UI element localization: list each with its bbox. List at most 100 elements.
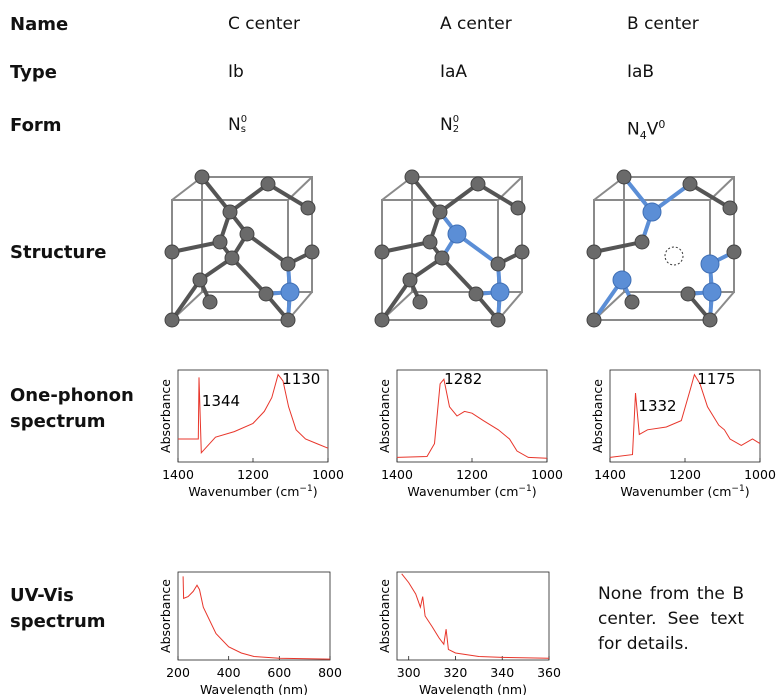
row-label: Name [10,14,69,35]
atom [404,169,420,185]
atom [490,282,510,302]
row-label: UV-Vis spectrum [10,583,106,635]
atom [192,272,208,288]
row-label: Form [10,115,62,136]
atom [374,312,390,328]
x-tick-label: 1000 [744,467,776,482]
atom [447,224,467,244]
bond [228,182,270,214]
bond [688,182,732,210]
form-part: 0 [452,114,460,125]
atom [432,204,448,220]
bond [381,240,431,254]
atom [634,234,650,250]
form-part: 2 [452,124,460,135]
type: IaB [627,62,655,82]
label-line: One-phonon [10,385,134,406]
atom [239,226,255,242]
x-tick-label: 1000 [312,467,344,482]
atom [616,169,632,185]
y-axis-label: Absorbance [377,379,392,453]
type: Ib [228,62,244,82]
y-axis-label: Absorbance [590,379,605,453]
atom [300,200,316,216]
atom [700,254,720,274]
plot-frame [396,571,550,661]
atom [586,244,602,260]
spectrum-line [182,576,331,660]
x-tick-label: 1200 [456,467,488,482]
x-label-text: Wavelength (nm) [200,682,308,695]
column-name: A center [440,14,512,34]
column-name: B center [627,14,699,34]
atom [402,272,418,288]
atom [702,312,718,328]
atom [642,202,662,222]
label-line: UV-Vis [10,585,74,606]
atom [490,256,506,272]
structure-model [374,169,530,328]
bond [245,232,290,266]
form-part: 4 [639,129,647,143]
atom [212,234,228,250]
plot-frame [177,571,331,661]
atom [726,244,742,260]
atom [280,256,296,272]
structure-model [164,169,320,328]
x-label-sup: −1 [731,484,744,494]
atom [490,312,506,328]
atom [722,200,738,216]
x-label-tail: ) [532,484,537,499]
form-part: s [240,124,246,135]
x-tick-label: 200 [166,665,190,680]
x-tick-label: 320 [444,665,468,680]
atom [682,176,698,192]
form-part: N [228,115,241,135]
atom [224,250,240,266]
bond [593,240,643,254]
x-axis-label: Wavenumber (cm−1) [407,484,536,499]
y-axis-label: Absorbance [158,379,173,453]
label-line: spectrum [10,411,106,432]
x-axis-label: Wavelength (nm) [419,682,527,695]
atom [624,294,640,310]
x-tick-label: 800 [318,665,342,680]
atom [586,312,602,328]
atom [260,176,276,192]
x-tick-label: 300 [397,665,421,680]
y-axis-label: Absorbance [377,579,392,653]
atom [202,294,218,310]
x-label-sup: −1 [299,484,312,494]
x-tick-label: 1200 [669,467,701,482]
atom [222,204,238,220]
atom [412,294,428,310]
atom [280,312,296,328]
peak-label: 1332 [638,397,676,415]
spectrum-line [609,373,761,458]
atom [702,282,722,302]
bond [440,256,478,296]
atom [164,244,180,260]
atom [434,250,450,266]
x-label-text: Wavenumber (cm [188,484,299,499]
y-axis-label: Absorbance [158,579,173,653]
spectrum-line [401,573,550,659]
x-label-tail: ) [745,484,750,499]
bond [266,182,310,210]
spectrum-line [396,378,548,459]
form-part: V [646,119,659,140]
type: IaA [440,62,468,82]
form: N4V0 [627,113,665,148]
atom [468,286,484,302]
atom [374,244,390,260]
atom [164,312,180,328]
x-tick-label: 340 [490,665,514,680]
form-part: 0 [658,118,666,131]
peak-label: 1175 [697,370,735,388]
atom [280,282,300,302]
x-tick-label: 400 [217,665,241,680]
